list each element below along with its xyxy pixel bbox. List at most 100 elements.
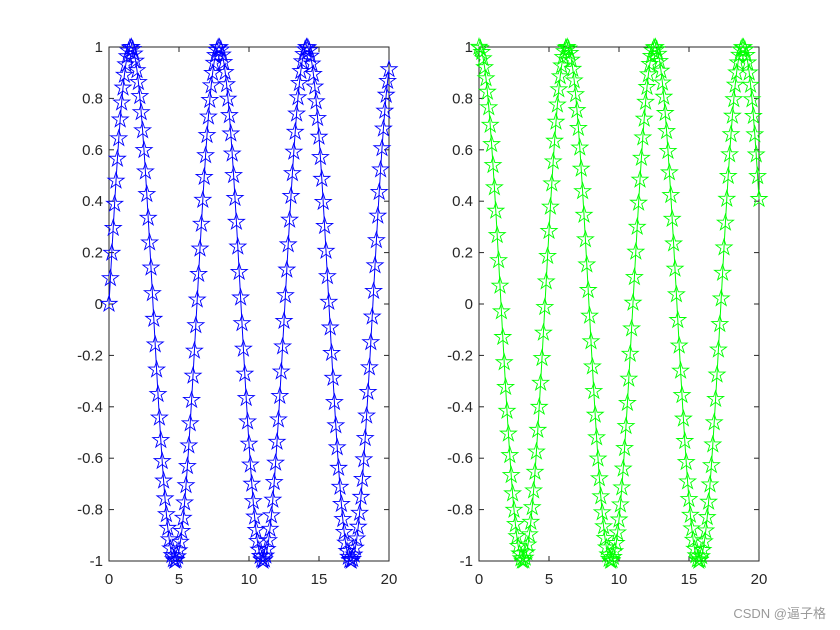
data-point-star [305,76,325,95]
data-point-star [617,393,637,412]
data-point-star [310,147,330,166]
data-point-star [725,74,745,93]
data-point-star [522,497,542,516]
data-point-star [134,140,154,159]
data-point-star [645,37,665,56]
data-point-star [616,416,636,435]
data-point-star [553,47,573,66]
y-tick-label: 0.4 [82,193,103,210]
data-point-star [668,310,688,329]
data-point-star [142,283,162,302]
data-point-star [317,266,337,285]
data-point-star [100,268,120,287]
data-point-star [494,352,514,371]
data-point-star [140,232,160,251]
data-point-star [217,74,237,93]
data-point-star [173,507,193,526]
data-point-star [299,40,319,59]
data-point-star [602,550,622,569]
data-point-star [210,37,230,56]
data-point-star [144,309,164,328]
data-point-star [486,200,506,219]
data-point-star [280,209,300,228]
y-tick-label: 0 [95,296,103,313]
data-point-star [545,130,565,149]
data-point-star [676,452,696,471]
data-point-star [483,155,503,174]
data-point-star [669,335,689,354]
data-point-star [365,255,385,274]
data-point-star [190,238,210,257]
data-point-star [589,468,609,487]
data-point-star [563,59,583,78]
data-point-star [524,480,544,499]
data-point-star [490,275,510,294]
data-point-star [623,292,643,311]
data-point-star [331,494,351,513]
data-point-star [588,448,608,467]
data-point-star [543,151,563,170]
data-point-star [496,377,516,396]
data-point-star [215,62,235,81]
data-point-star [573,181,593,200]
data-point-star [154,470,174,489]
y-tick-label: 1 [465,39,473,56]
data-point-star [484,177,504,196]
data-point-star [706,389,726,408]
data-point-star [131,102,151,121]
data-point-star [714,237,734,256]
data-point-star [281,186,301,205]
y-tick-label: 0 [465,296,473,313]
data-point-star [657,121,677,140]
data-point-star [540,196,560,215]
data-point-star [715,212,735,231]
data-point-star [275,285,295,304]
data-point-star [518,534,538,553]
data-point-star [575,229,595,248]
data-point-star [505,514,525,533]
data-point-star [567,100,587,119]
data-point-star [183,365,203,384]
data-point-star [734,37,754,56]
data-point-star [662,209,682,228]
y-tick-label: -1 [90,553,103,570]
data-point-star [503,483,523,502]
data-point-star [228,236,248,255]
data-point-star [313,192,333,211]
data-point-star [358,382,378,401]
data-point-star [172,521,192,540]
data-point-star [151,430,171,449]
data-point-star [629,192,649,211]
data-point-star [107,148,127,167]
data-point-star [147,359,167,378]
data-point-star [708,339,728,358]
data-point-star [713,262,733,281]
data-point-star [546,111,566,130]
data-point-star [243,491,263,510]
data-point-star [608,522,628,541]
data-point-star [609,509,629,528]
data-point-star [521,512,541,531]
data-point-star [581,331,601,350]
data-point-star [529,397,549,416]
data-point-star [221,123,241,142]
data-point-star [186,315,206,334]
data-point-star [571,158,591,177]
data-point-star [741,75,761,94]
data-point-star [271,361,291,380]
data-point-star [156,504,176,523]
data-point-star [359,357,379,376]
data-point-star [355,428,375,447]
y-tick-label: -0.2 [77,347,103,364]
data-point-star [326,415,346,434]
data-point-star [233,338,253,357]
x-tick-label: 20 [751,571,768,588]
data-point-star [334,522,354,541]
data-point-star [254,549,274,568]
data-point-star [180,413,200,432]
x-tick-label: 5 [175,571,183,588]
data-point-star [225,188,245,207]
data-point-star [720,144,740,163]
data-point-star [627,217,647,236]
